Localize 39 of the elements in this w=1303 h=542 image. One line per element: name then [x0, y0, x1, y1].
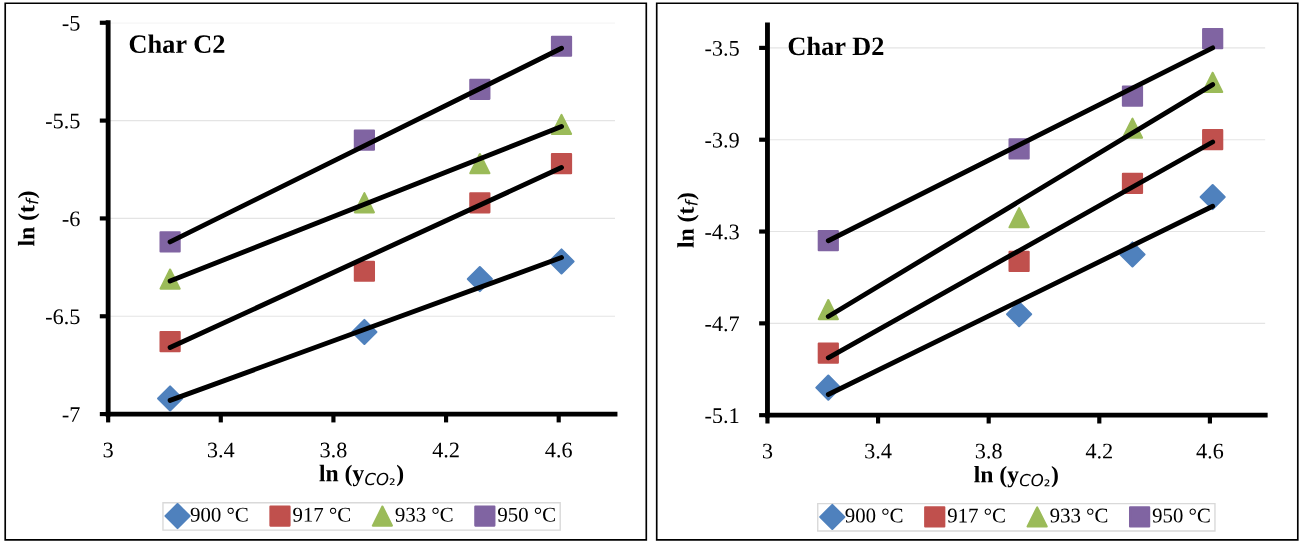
legend-label: 900 °C [845, 508, 903, 523]
x-tick-label: 3.8 [320, 442, 347, 458]
point [1006, 301, 1033, 328]
x-tick-label: 3.4 [865, 443, 892, 459]
legend-label: 950 °C [498, 507, 555, 522]
y-tick-label: -6 [62, 211, 80, 227]
legend-label: 900 °C [190, 507, 248, 522]
legend-label: 917 °C [947, 508, 1005, 523]
y-tick-label: -4.3 [705, 224, 739, 240]
legend-label: 933 °C [395, 507, 453, 522]
point [1202, 28, 1224, 50]
y-tick-label: -5 [62, 15, 80, 31]
x-tick-label: 4.2 [1085, 443, 1112, 459]
x-tick-label: 3.8 [975, 443, 1002, 459]
y-tick-label: -3.5 [705, 40, 739, 56]
y-axis-title: ln (t$_{f}$) [677, 193, 699, 248]
point [353, 260, 376, 282]
y-tick-label: -5.1 [705, 408, 739, 424]
chart-title: Char D2 [788, 36, 884, 56]
x-tick-label: 4.6 [1196, 443, 1224, 459]
x-axis-title: ln (y$_{CO₂}$) [319, 464, 404, 487]
x-axis-title: ln (y$_{CO₂}$) [974, 465, 1058, 488]
x-tick-label: 3 [103, 442, 113, 458]
y-tick-label: -5.5 [46, 113, 80, 129]
chart-title: Char C2 [129, 34, 225, 54]
y-tick-label: -3.9 [705, 132, 739, 148]
legend-label: 917 °C [293, 507, 351, 522]
x-tick-label: 4.2 [432, 442, 459, 458]
y-tick-label: -7 [62, 407, 80, 422]
point [1199, 184, 1226, 211]
y-tick-label: -4.7 [705, 316, 740, 332]
x-tick-label: 4.6 [545, 442, 572, 458]
point [1008, 207, 1030, 229]
legend-label: 950 °C [1152, 508, 1210, 523]
x-tick-label: 3 [762, 443, 773, 459]
x-tick-label: 3.4 [207, 442, 235, 458]
y-axis-title: ln (t$_{f}$) [17, 191, 40, 246]
legend-label: 933 °C [1050, 508, 1108, 523]
y-tick-label: -6.5 [46, 309, 80, 325]
